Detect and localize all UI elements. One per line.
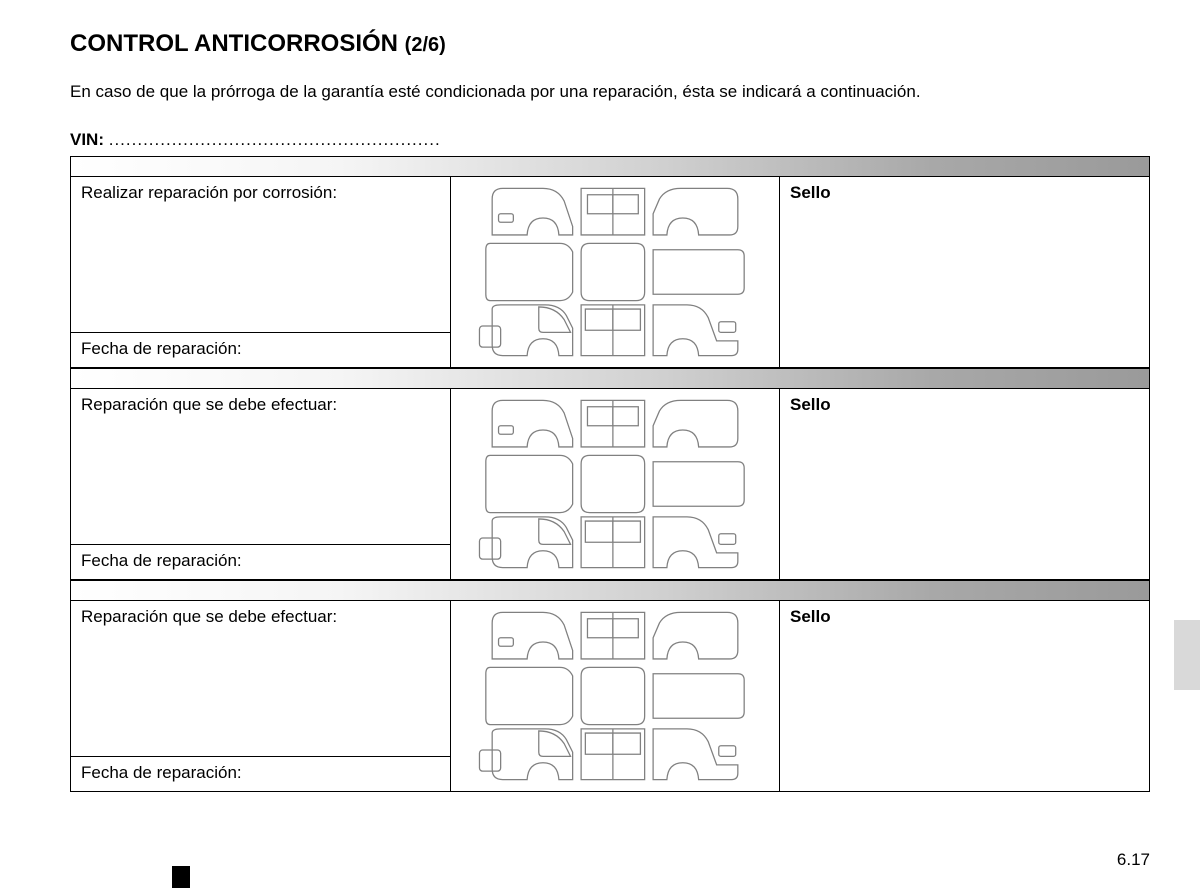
car-exploded-icon: [475, 606, 755, 786]
stamp-cell: Sello: [779, 601, 1149, 791]
record-left-column: Reparación que se debe efectuar: Fecha d…: [71, 601, 451, 791]
repair-description-cell: Reparación que se debe efectuar:: [71, 389, 450, 545]
corrosion-record: Reparación que se debe efectuar: Fecha d…: [70, 600, 1150, 792]
repair-description-cell: Realizar reparación por corrosión:: [71, 177, 450, 333]
corrosion-record: Realizar reparación por corrosión: Fecha…: [70, 176, 1150, 368]
repair-description-cell: Reparación que se debe efectuar:: [71, 601, 450, 757]
gradient-separator: [70, 580, 1150, 600]
repair-date-cell: Fecha de reparación:: [71, 757, 450, 791]
vin-dots: ........................................…: [109, 130, 441, 149]
page-title: CONTROL ANTICORROSIÓN (2/6): [70, 30, 1150, 58]
title-suffix: (2/6): [405, 34, 446, 56]
bottom-register-mark: [172, 866, 190, 888]
car-diagram-cell: [451, 389, 779, 579]
page-number: 6.17: [1117, 850, 1150, 870]
side-tab: [1174, 620, 1200, 690]
repair-date-cell: Fecha de reparación:: [71, 333, 450, 367]
title-main: CONTROL ANTICORROSIÓN: [70, 30, 405, 57]
car-diagram-cell: [451, 177, 779, 367]
vin-field: VIN: ...................................…: [70, 130, 1150, 150]
corrosion-record: Reparación que se debe efectuar: Fecha d…: [70, 388, 1150, 580]
repair-date-cell: Fecha de reparación:: [71, 545, 450, 579]
stamp-cell: Sello: [779, 177, 1149, 367]
car-diagram-cell: [451, 601, 779, 791]
gradient-separator: [70, 368, 1150, 388]
page-subtitle: En caso de que la prórroga de la garantí…: [70, 82, 1150, 102]
gradient-separator: [70, 156, 1150, 176]
car-exploded-icon: [475, 182, 755, 362]
record-left-column: Realizar reparación por corrosión: Fecha…: [71, 177, 451, 367]
vin-label: VIN:: [70, 130, 109, 149]
stamp-cell: Sello: [779, 389, 1149, 579]
car-exploded-icon: [475, 394, 755, 574]
record-left-column: Reparación que se debe efectuar: Fecha d…: [71, 389, 451, 579]
